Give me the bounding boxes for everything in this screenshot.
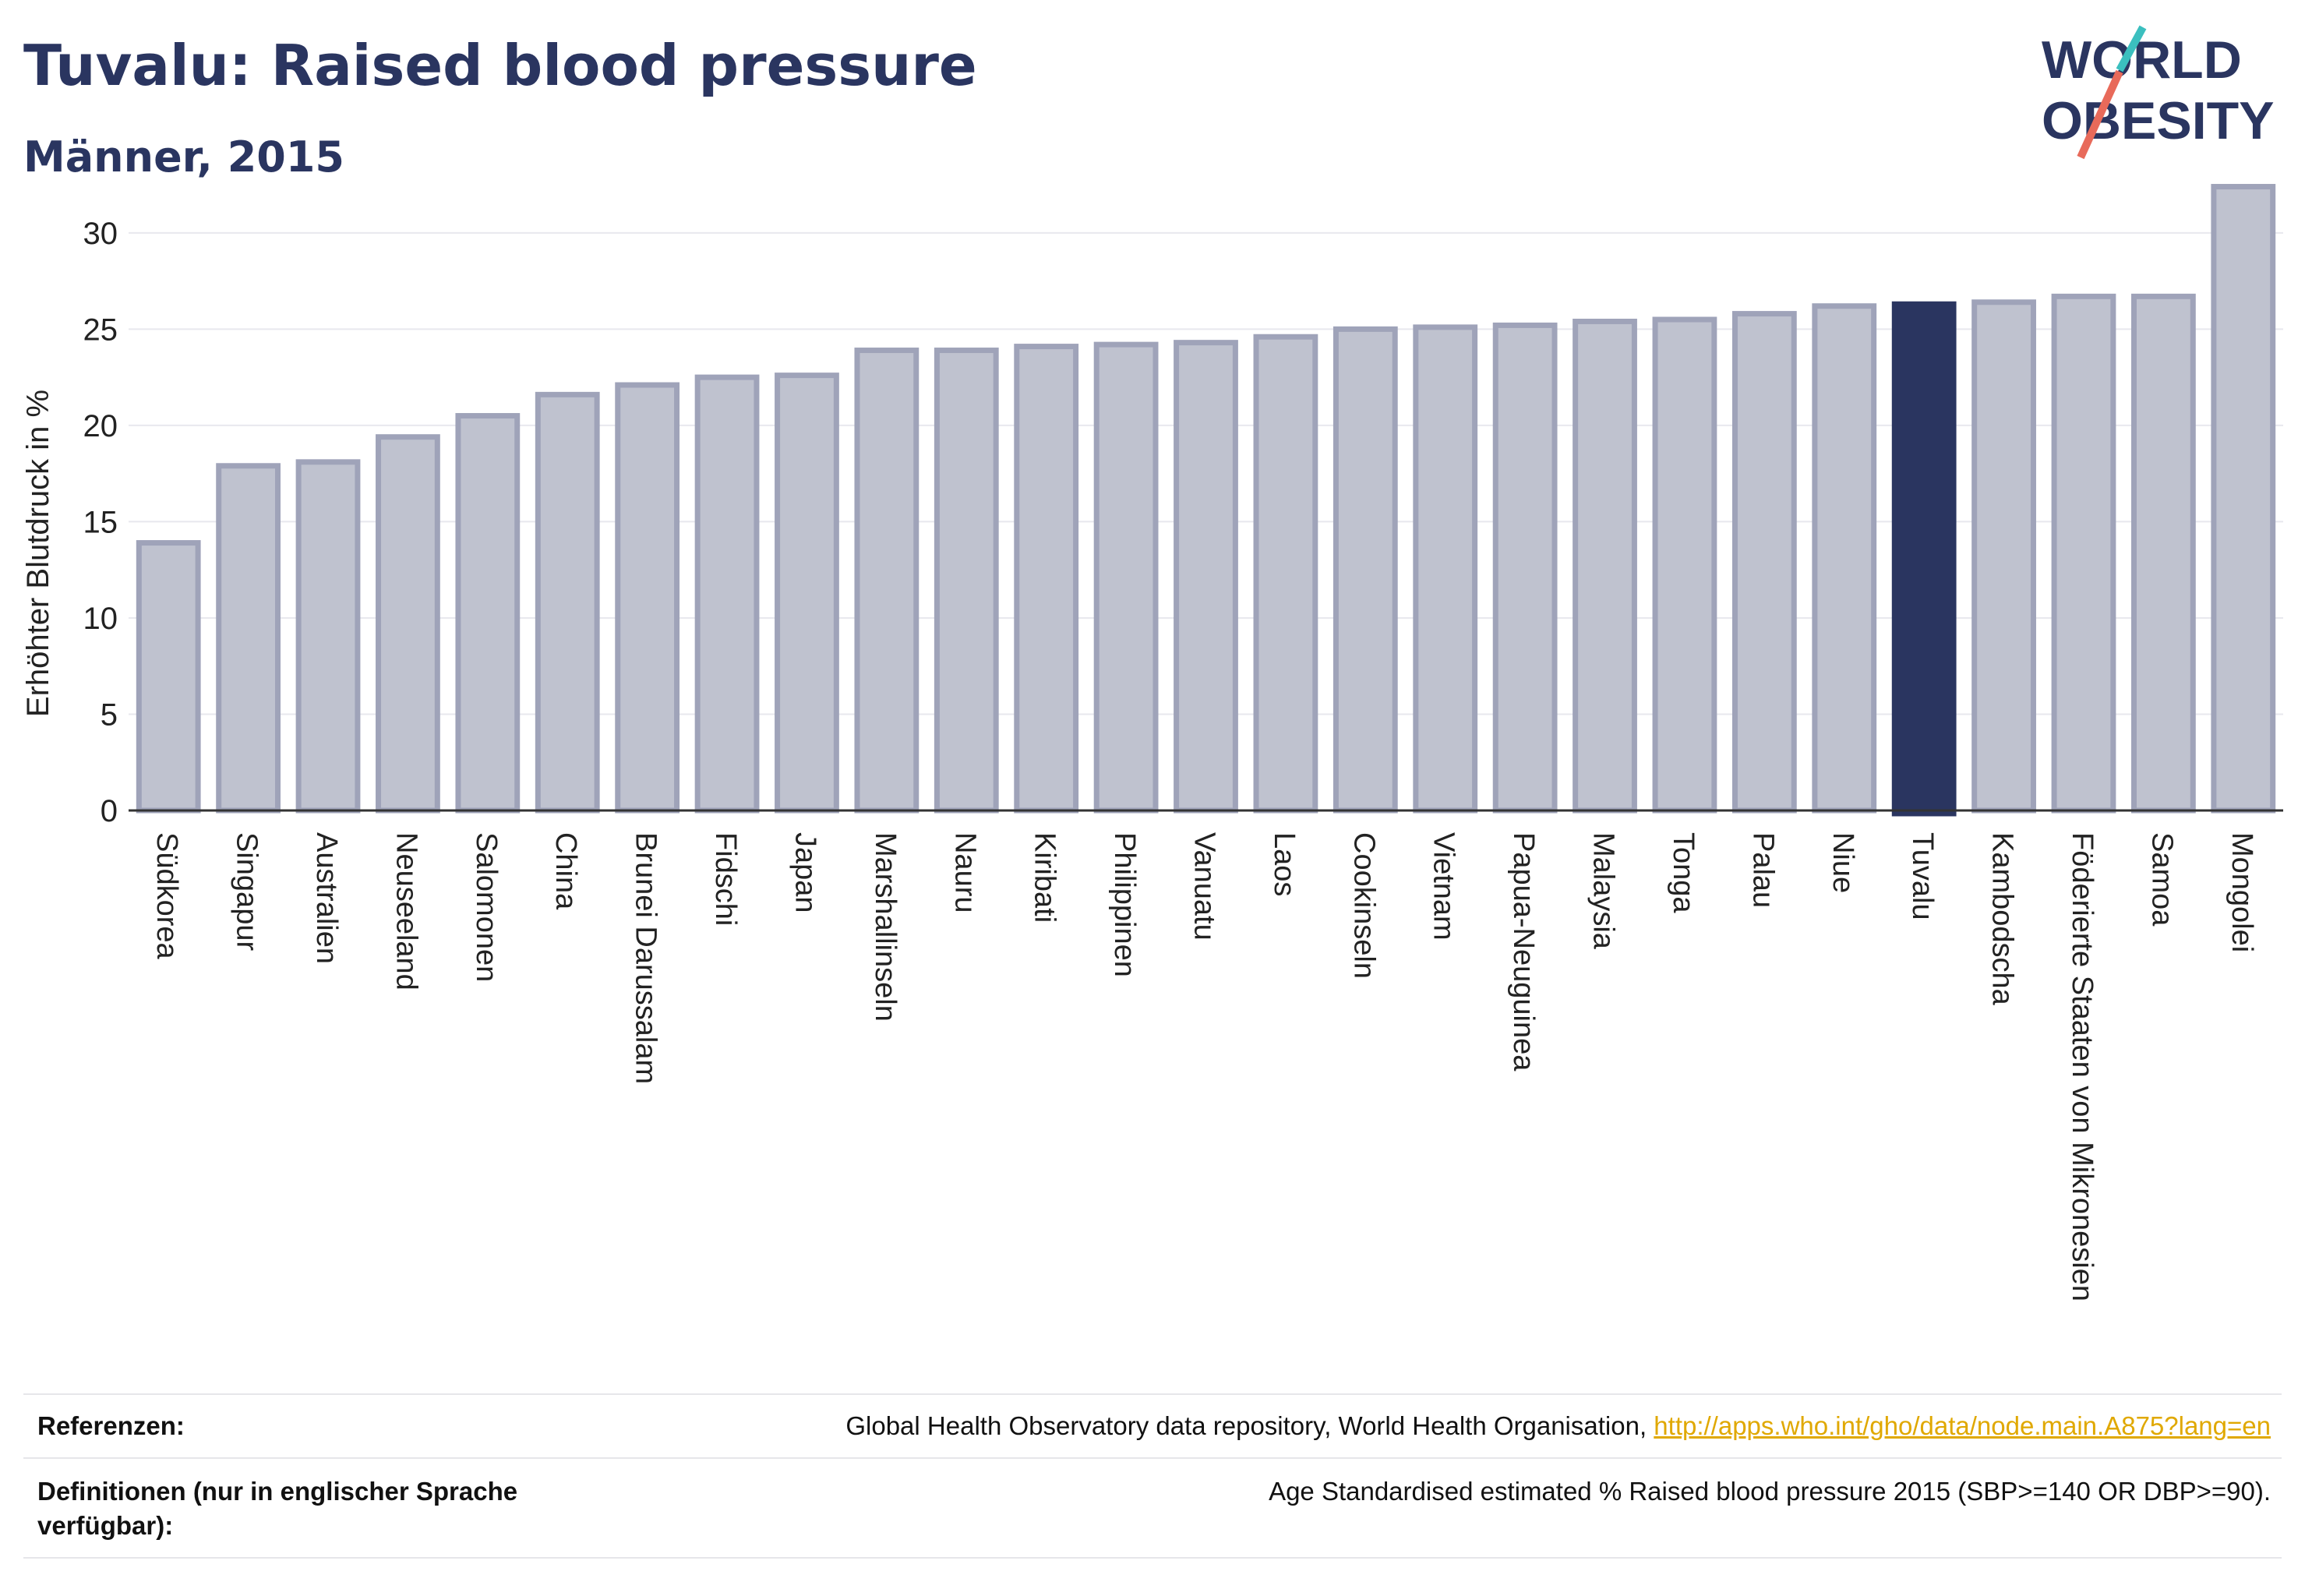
references-value: Global Health Observatory data repositor… [845,1409,2271,1443]
chart-subtitle: Männer, 2015 [23,132,344,182]
y-tick-label: 5 [101,697,118,732]
bar [2051,293,2116,814]
bar [1492,322,1558,814]
x-tick-label: Kambodscha [1986,832,2019,1006]
definitions-label: Definitionen (nur in englischer Sprache … [37,1477,518,1540]
x-tick-label: Japan [789,832,821,913]
x-tick-label: Marshallinseln [869,832,902,1022]
references-link[interactable]: http://apps.who.int/gho/data/node.main.A… [1654,1411,2271,1440]
world-obesity-logo: WORLD OBESITY [2042,25,2275,160]
logo-slash-teal [2116,25,2147,72]
bar [615,382,680,814]
bar-chart: 0 5 10 15 20 25 30 Südkorea Singapur Australien N… [21,184,2283,1301]
x-axis-labels: Südkorea Singapur Australien Neuseeland Salo… [150,832,2258,1301]
x-tick-label: Brunei Darussalam [630,832,662,1084]
y-axis-label: Erhöhter Blutdruck in % [21,390,55,717]
logo-slash-coral [2077,69,2123,160]
x-tick-label: Laos [1268,832,1301,896]
bar [1093,341,1159,814]
bar [854,348,920,814]
bar [1812,303,1877,814]
bar [216,463,281,814]
logo-line-world: WORLD [2042,30,2242,90]
x-tick-label: Palau [1746,832,1779,908]
bar [295,459,361,814]
references-text: Global Health Observatory data repositor… [845,1411,1654,1440]
bar [1174,340,1238,814]
x-tick-label: China [549,832,582,910]
chart-title: Tuvalu: Raised blood pressure [23,33,977,98]
bar [1971,299,2036,814]
bar [1573,318,1637,814]
x-tick-label: Mongolei [2226,832,2258,952]
x-tick-label: Niue [1827,832,1859,893]
x-tick-label: Salomonen [470,832,503,982]
x-tick-label: Philippinen [1108,832,1141,977]
bar [1413,324,1478,814]
x-tick-label: Vanuatu [1188,832,1221,941]
bar [1014,344,1079,814]
x-tick-label: Papua-Neuguinea [1507,832,1540,1072]
x-tick-label: Cookinseln [1347,832,1380,979]
bar [1652,316,1717,814]
x-tick-label: Tuvalu [1906,832,1939,920]
bar [1333,326,1398,814]
definitions-value: Age Standardised estimated % Raised bloo… [1269,1477,2271,1506]
x-tick-label: Neuseeland [390,832,422,990]
x-tick-label: Südkorea [150,832,183,960]
y-tick-label: 20 [83,409,118,443]
bar [1253,334,1318,814]
y-tick-label: 25 [83,312,118,347]
x-tick-label: Samoa [2145,832,2178,927]
bars [136,184,2276,817]
bar [1731,311,1797,814]
x-tick-label: Malaysia [1587,832,1620,950]
bar [1891,301,1957,817]
bar [455,413,521,814]
bar [694,374,760,814]
y-tick-label: 30 [83,217,118,251]
x-tick-label: Vietnam [1428,832,1460,941]
references-label: Referenzen: [37,1411,185,1440]
y-axis-ticks: 0 5 10 15 20 25 30 [83,217,118,828]
x-tick-label: Singapur [231,832,263,951]
logo-line-obesity: OBESITY [2042,91,2275,150]
bar [2211,184,2276,814]
bar [136,540,201,814]
y-tick-label: 10 [83,602,118,636]
x-tick-label: Australien [310,832,343,964]
y-tick-label: 15 [83,505,118,539]
bar [535,391,600,814]
x-tick-label: Kiribati [1029,832,1061,923]
bar [934,348,999,814]
definitions-row: Definitionen (nur in englischer Sprache … [23,1457,2282,1559]
x-tick-label: Fidschi [709,832,742,926]
y-tick-label: 0 [101,794,118,828]
bar [376,434,440,814]
bar [2130,293,2196,814]
x-tick-label: Nauru [948,832,981,913]
x-tick-label: Föderierte Staaten von Mikronesien [2066,832,2099,1301]
bar [775,373,839,814]
x-tick-label: Tonga [1667,832,1700,913]
references-row: Referenzen: Global Health Observatory da… [23,1393,2282,1459]
